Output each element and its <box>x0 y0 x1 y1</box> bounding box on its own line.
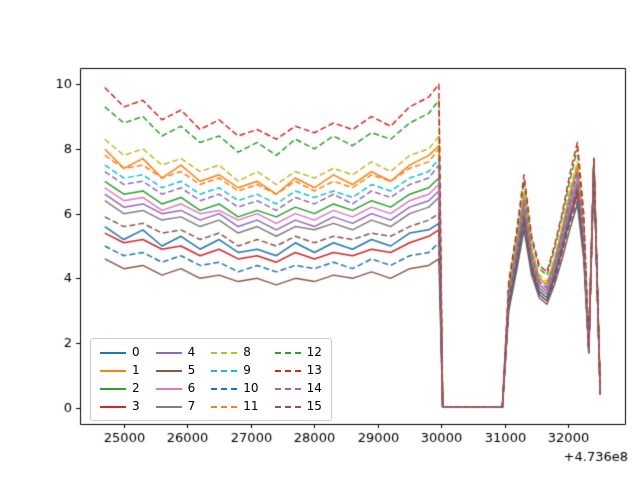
legend-item-label: 7 <box>187 399 196 413</box>
legend-item: 15 <box>274 398 322 415</box>
legend-item: 10 <box>211 380 259 397</box>
legend-line-swatch <box>211 387 238 390</box>
legend-line-swatch <box>211 405 238 408</box>
legend-item: 3 <box>100 398 140 415</box>
legend-line-swatch <box>274 387 301 390</box>
legend-item-label: 8 <box>243 345 251 359</box>
legend-item: 11 <box>211 398 259 415</box>
legend-item: 12 <box>274 344 322 361</box>
legend-item: 0 <box>100 344 140 361</box>
legend-line-swatch <box>155 369 182 372</box>
legend-item-label: 4 <box>187 345 196 359</box>
legend-item: 1 <box>100 362 140 379</box>
legend-line-swatch <box>100 351 126 354</box>
legend-item: 7 <box>155 398 196 415</box>
legend-line-swatch <box>211 351 238 354</box>
legend-item: 8 <box>211 344 258 361</box>
legend-item-label: 12 <box>306 345 322 359</box>
legend-line-swatch <box>155 405 182 408</box>
legend-item: 14 <box>274 380 322 397</box>
legend-item-label: 6 <box>187 381 196 395</box>
legend-line-swatch <box>274 369 301 372</box>
legend-item-label: 15 <box>306 399 322 413</box>
legend-item-label: 11 <box>243 399 259 413</box>
legend-line-swatch <box>274 351 301 354</box>
legend: 0 1 2 3 4 5 6 7 8 9 10 11 12 13 14 15 <box>90 338 332 421</box>
legend-item-label: 3 <box>132 399 140 413</box>
legend-item-label: 10 <box>243 381 259 395</box>
legend-item: 9 <box>211 362 258 379</box>
legend-item: 2 <box>100 380 140 397</box>
legend-line-swatch <box>211 369 238 372</box>
legend-item: 4 <box>155 344 196 361</box>
legend-line-swatch <box>274 405 301 408</box>
legend-item-label: 14 <box>306 381 322 395</box>
legend-line-swatch <box>100 405 126 408</box>
legend-item: 13 <box>274 362 322 379</box>
legend-line-swatch <box>100 387 126 390</box>
legend-line-swatch <box>100 369 126 372</box>
legend-item-label: 1 <box>132 363 140 377</box>
legend-item-label: 13 <box>306 363 322 377</box>
legend-item-label: 2 <box>132 381 140 395</box>
legend-item-label: 5 <box>187 363 196 377</box>
legend-line-swatch <box>155 351 182 354</box>
legend-item-label: 0 <box>132 345 140 359</box>
legend-line-swatch <box>155 387 182 390</box>
legend-item: 5 <box>155 362 196 379</box>
legend-item: 6 <box>155 380 196 397</box>
legend-item-label: 9 <box>243 363 251 377</box>
